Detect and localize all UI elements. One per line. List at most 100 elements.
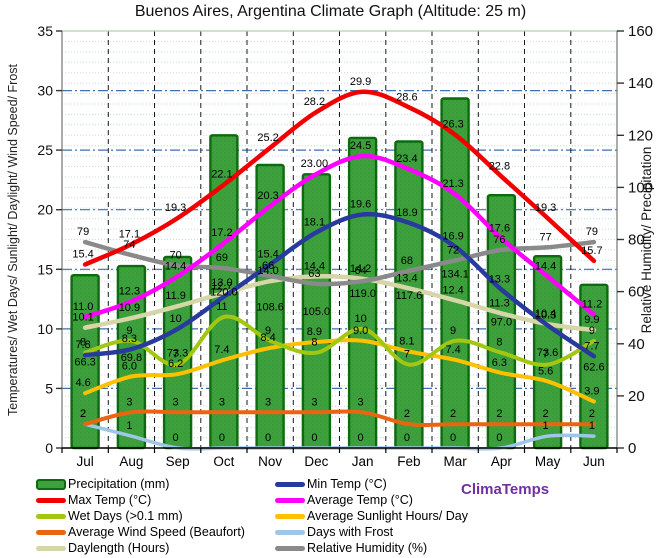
value-label: 21.3 xyxy=(442,178,463,190)
wind-legend-swatch xyxy=(36,529,66,535)
value-label: 11.3 xyxy=(489,297,510,309)
value-label: 19.6 xyxy=(350,199,371,211)
value-label: 3 xyxy=(219,396,225,408)
value-label: 19.3 xyxy=(535,202,556,214)
max_temp-legend-swatch xyxy=(36,497,66,503)
value-label: 10.3 xyxy=(535,309,556,321)
value-label: 105.0 xyxy=(303,306,331,318)
chart-title: Buenos Aires, Argentina Climate Graph (A… xyxy=(134,3,527,20)
right-tick-label: 60 xyxy=(628,284,645,301)
value-label: 8.1 xyxy=(399,336,414,348)
value-label: 66.3 xyxy=(74,357,95,369)
value-label: 69.8 xyxy=(121,352,142,364)
month-label: Nov xyxy=(258,454,282,469)
legend-item-wind: Average Wind Speed (Beaufort) xyxy=(36,525,245,539)
value-label: 18.1 xyxy=(304,216,325,228)
line-humidity xyxy=(82,239,597,287)
value-label: 72 xyxy=(447,244,459,256)
value-label: 2 xyxy=(450,408,456,420)
value-label: 62.6 xyxy=(583,361,604,373)
value-label: 29.9 xyxy=(350,76,371,88)
value-label: 77 xyxy=(539,231,551,243)
max_temp-legend-label: Max Temp (°C) xyxy=(68,493,152,507)
line-avg_temp xyxy=(82,153,597,320)
value-label: 3 xyxy=(126,396,132,408)
left-tick-label: 20 xyxy=(37,202,53,218)
value-label: 23.00 xyxy=(301,158,329,170)
avg_temp-legend-label: Average Temp (°C) xyxy=(307,493,413,507)
right-tick-label: 0 xyxy=(628,440,636,457)
right-tick-label: 120 xyxy=(628,127,653,144)
legend-item-frost: Days with Frost xyxy=(275,525,393,539)
value-label: 64 xyxy=(354,265,366,277)
value-label: 25.2 xyxy=(257,132,278,144)
value-label: 66 xyxy=(262,260,274,272)
value-label: 8.9 xyxy=(307,326,322,338)
wet_days-legend-label: Wet Days (>0.1 mm) xyxy=(68,509,183,523)
value-label: 0 xyxy=(358,432,364,444)
legend-item-sunlight: Average Sunlight Hours/ Day xyxy=(275,509,468,523)
value-label: 74 xyxy=(123,239,135,251)
value-label: 8 xyxy=(80,337,86,349)
left-tick-label: 5 xyxy=(45,380,53,396)
line-wet_days xyxy=(83,314,596,367)
value-label: 10 xyxy=(169,313,181,325)
value-label: 3 xyxy=(265,396,271,408)
value-label: 8 xyxy=(496,337,502,349)
value-label: 15.4 xyxy=(72,249,93,261)
month-label: Jan xyxy=(352,454,374,469)
value-label: 134.1 xyxy=(441,268,469,280)
value-label: 4.6 xyxy=(75,377,90,389)
value-label: 5.6 xyxy=(538,365,553,377)
value-label: 14.4 xyxy=(165,260,186,272)
frost-legend-swatch xyxy=(275,529,305,535)
right-tick-label: 100 xyxy=(628,179,653,196)
legend-item-humidity: Relative Humidity (%) xyxy=(275,541,427,555)
value-label: 119.0 xyxy=(349,288,376,300)
value-label: 10 xyxy=(354,313,366,325)
value-label: 7 xyxy=(543,349,549,361)
value-label: 1 xyxy=(543,420,549,432)
left-tick-label: 35 xyxy=(37,23,53,39)
value-label: 3.9 xyxy=(584,386,599,398)
left-tick-label: 30 xyxy=(37,83,53,99)
month-label: Apr xyxy=(491,454,513,469)
left-tick-label: 0 xyxy=(45,440,53,456)
value-label: 13.4 xyxy=(396,272,417,284)
value-label: 0 xyxy=(219,432,225,444)
value-label: 23.4 xyxy=(396,153,417,165)
month-label: Jul xyxy=(76,454,93,469)
humidity-legend-label: Relative Humidity (%) xyxy=(307,541,428,555)
month-label: Jun xyxy=(583,454,605,469)
value-label: 12.7 xyxy=(211,281,232,293)
value-label: 76 xyxy=(493,234,505,246)
value-label: 97.0 xyxy=(491,317,512,329)
sunlight-legend-swatch xyxy=(275,513,305,519)
value-label: 16.9 xyxy=(442,231,463,243)
value-label: 20.3 xyxy=(257,190,278,202)
value-label: 15.4 xyxy=(257,249,278,261)
left-tick-label: 10 xyxy=(37,321,53,337)
value-label: 2 xyxy=(543,408,549,420)
precipitation-legend-swatch xyxy=(36,478,66,490)
value-label: 11 xyxy=(216,301,227,313)
value-label: 0 xyxy=(496,432,502,444)
month-label: Sep xyxy=(166,454,190,469)
month-label: May xyxy=(535,454,561,469)
precipitation-legend-label: Precipitation (mm) xyxy=(68,477,170,491)
left-tick-label: 25 xyxy=(37,142,53,158)
right-tick-label: 80 xyxy=(628,232,645,249)
value-label: 70 xyxy=(169,250,181,262)
value-label: 15.7 xyxy=(581,245,602,257)
value-label: 28.2 xyxy=(304,96,325,108)
value-label: 68 xyxy=(401,255,413,267)
right-tick-label: 20 xyxy=(628,388,645,405)
value-label: 2 xyxy=(80,408,86,420)
month-label: Aug xyxy=(119,454,143,469)
legend-item-daylength: Daylength (Hours) xyxy=(36,541,169,555)
value-label: 108.6 xyxy=(256,302,284,314)
value-label: 9.9 xyxy=(584,314,599,326)
chart-legend: Precipitation (mm) Max Temp (°C) Wet Days … xyxy=(0,470,661,558)
month-label: Mar xyxy=(443,454,467,469)
value-label: 13.0 xyxy=(211,277,232,289)
